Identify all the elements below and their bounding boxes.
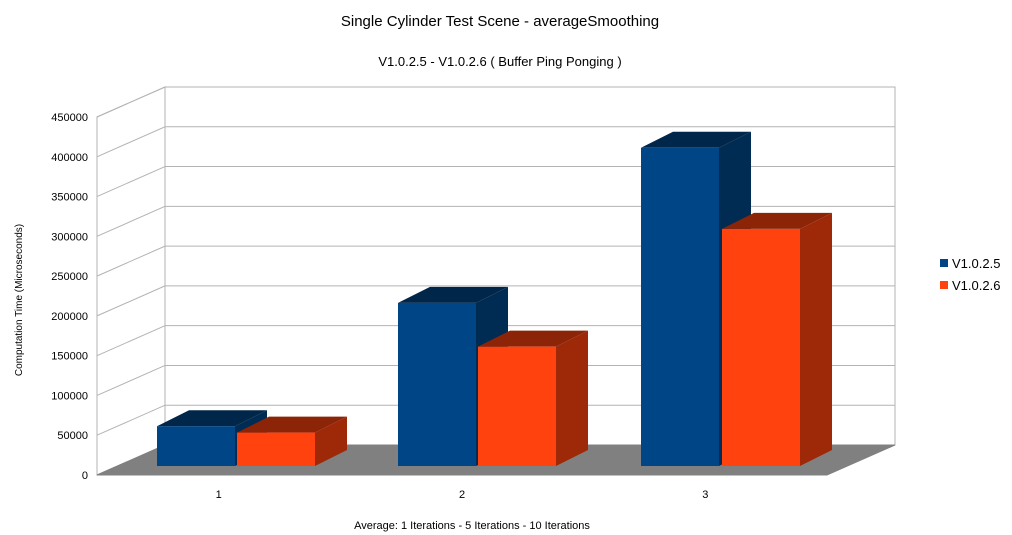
y-tick-label: 250000 <box>51 271 88 283</box>
y-tick-label: 400000 <box>51 152 88 164</box>
grid-line-side <box>96 126 166 158</box>
y-tick-label: 450000 <box>51 112 88 124</box>
y-axis-label: Computation Time (Microseconds) <box>14 224 25 376</box>
y-tick-label: 50000 <box>57 430 88 442</box>
y-tick-label: 300000 <box>51 231 88 243</box>
grid-line-side <box>96 86 166 118</box>
grid-line-side <box>96 364 166 396</box>
legend-swatch-v1026 <box>940 281 948 289</box>
x-tick-label: 3 <box>702 489 708 501</box>
grid-line-side <box>96 205 166 237</box>
grid-line-side <box>96 404 166 436</box>
x-tick-label: 2 <box>459 489 465 501</box>
x-axis-label: Average: 1 Iterations - 5 Iterations - 1… <box>354 520 590 532</box>
legend-swatch-v1025 <box>940 259 948 267</box>
grid-line-side <box>96 166 166 198</box>
y-tick-label: 150000 <box>51 351 88 363</box>
y-tick-label: 200000 <box>51 311 88 323</box>
legend-label-v1025: V1.0.2.5 <box>952 255 1001 271</box>
y-tick-label: 350000 <box>51 192 88 204</box>
chart-subtitle: V1.0.2.5 - V1.0.2.6 ( Buffer Ping Pongin… <box>378 54 621 69</box>
bar-v1026-3 <box>722 212 832 466</box>
legend-label-v1026: V1.0.2.6 <box>952 277 1001 293</box>
legend-item-v1025: V1.0.2.5 <box>940 252 1000 274</box>
bar-v1025-2 <box>398 286 508 466</box>
y-axis-ticks: 0 50000 100000 150000 200000 250000 300000 3500… <box>51 112 88 482</box>
grid-line-side <box>96 245 166 277</box>
bar-v1026-2 <box>478 330 588 466</box>
chart-title: Single Cylinder Test Scene - averageSmoo… <box>341 13 659 30</box>
y-tick-label: 100000 <box>51 390 88 402</box>
x-axis-ticks: 1 2 3 <box>216 489 709 501</box>
bars <box>157 131 832 466</box>
x-tick-label: 1 <box>216 489 222 501</box>
bar-v1026-1 <box>237 416 347 466</box>
y-tick-label: 0 <box>82 470 88 482</box>
legend: V1.0.2.5 V1.0.2.6 <box>940 252 1000 296</box>
grid-line-side <box>96 285 166 317</box>
grid-line-side <box>96 325 166 357</box>
legend-item-v1026: V1.0.2.6 <box>940 274 1000 296</box>
